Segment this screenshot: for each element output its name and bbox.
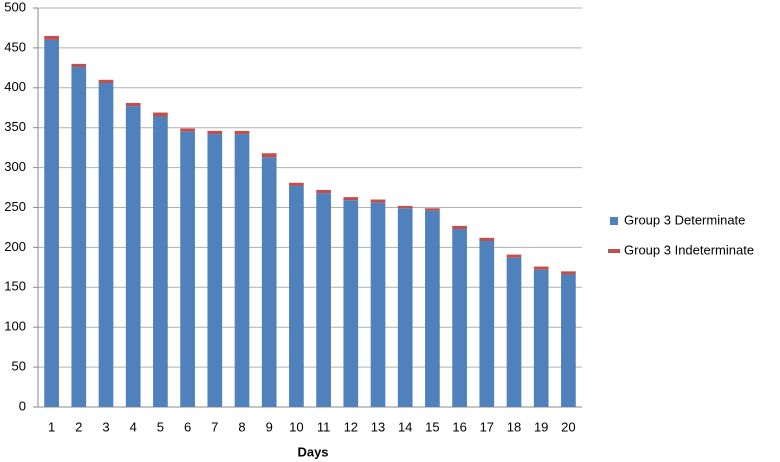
legend-swatch (610, 217, 618, 225)
x-tick-label: 13 (371, 419, 385, 434)
bar-segment (370, 202, 386, 407)
bar-segment (479, 237, 495, 242)
bar-segment (397, 205, 413, 209)
bar-segment (153, 112, 168, 117)
x-tick-label: 7 (211, 419, 218, 434)
x-tick-label: 14 (398, 419, 412, 434)
legend-swatch (608, 249, 620, 253)
legend-label: Group 3 Indeterminate (624, 242, 754, 257)
y-tick-label: 200 (4, 239, 26, 254)
bar-segment (561, 271, 576, 275)
x-tick-label: 9 (266, 419, 273, 434)
y-tick-label: 50 (12, 359, 26, 374)
x-tick-label: 20 (561, 419, 575, 434)
bar-segment (207, 130, 223, 135)
y-tick-label: 100 (4, 319, 26, 334)
x-tick-label: 16 (452, 419, 466, 434)
bar-segment (316, 189, 331, 194)
x-tick-label: 2 (75, 419, 82, 434)
x-tick-label: 3 (102, 419, 109, 434)
bar-segment (506, 254, 522, 258)
x-tick-label: 19 (534, 419, 548, 434)
x-tick-label: 18 (507, 419, 521, 434)
bar-segment (289, 185, 304, 407)
bar-segment (71, 63, 87, 68)
x-tick-label: 15 (425, 419, 439, 434)
x-tick-label: 8 (238, 419, 245, 434)
bar-segment (180, 131, 195, 407)
bar-segment (397, 208, 413, 407)
x-axis-label: Days (297, 444, 328, 459)
bar-segment (289, 182, 304, 186)
bar-segment (44, 35, 59, 40)
bar-segment (506, 257, 522, 407)
y-tick-label: 350 (4, 119, 26, 134)
x-tick-label: 12 (344, 419, 358, 434)
bar-segment (561, 274, 576, 407)
y-tick-label: 450 (4, 39, 26, 54)
bar-segment (425, 208, 440, 211)
x-tick-label: 6 (184, 419, 191, 434)
bar-segment (71, 67, 87, 407)
y-tick-label: 500 (4, 0, 26, 14)
bar-segment (153, 116, 168, 407)
y-tick-label: 250 (4, 199, 26, 214)
y-tick-label: 300 (4, 159, 26, 174)
bar-segment (425, 210, 440, 407)
x-tick-label: 5 (157, 419, 164, 434)
bar-segment (180, 128, 195, 132)
bar-segment (533, 266, 549, 270)
bar-segment (98, 83, 114, 408)
bar-segment (234, 130, 250, 135)
bar-segment (343, 197, 359, 201)
bar-segment (452, 225, 467, 230)
bar-segment (125, 102, 141, 107)
y-tick-label: 0 (19, 398, 26, 413)
y-tick-label: 400 (4, 79, 26, 94)
bar-segment (207, 134, 223, 408)
bar-segment (261, 153, 277, 158)
bar-segment (98, 79, 114, 84)
x-tick-label: 11 (317, 419, 331, 434)
x-tick-label: 17 (480, 419, 494, 434)
bar-segment (261, 157, 277, 407)
bar-segment (533, 269, 549, 407)
bar-segment (316, 193, 331, 407)
bar-segment (234, 134, 250, 408)
bar-segment (479, 241, 495, 407)
legend-label: Group 3 Determinate (624, 212, 745, 227)
bar-segment (125, 106, 141, 408)
y-tick-label: 150 (4, 279, 26, 294)
bar-segment (370, 199, 386, 203)
bar-segment (343, 200, 359, 407)
x-tick-label: 10 (289, 419, 303, 434)
x-tick-label: 4 (130, 419, 137, 434)
bar-segment (452, 229, 467, 407)
x-tick-label: 1 (48, 419, 55, 434)
bar-segment (44, 39, 59, 408)
